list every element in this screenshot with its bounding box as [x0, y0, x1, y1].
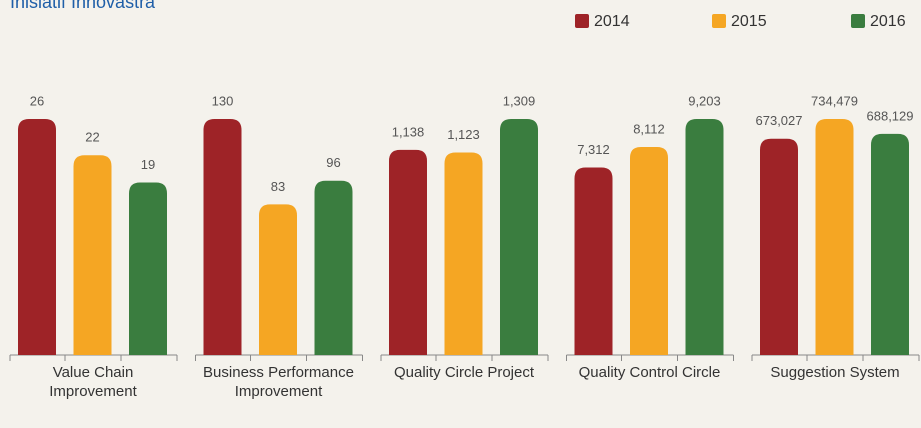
- category-label: Suggestion System: [770, 364, 900, 381]
- bar: [815, 119, 854, 355]
- bar: [500, 119, 538, 355]
- bar: [760, 138, 798, 355]
- bar: [444, 152, 483, 355]
- bar: [18, 119, 56, 355]
- bar: [871, 133, 909, 355]
- bar: [574, 167, 613, 355]
- category-label: Business Performance Improvement: [203, 364, 354, 400]
- bar: [314, 180, 353, 355]
- bar: [389, 149, 427, 355]
- chart-title: Inisiatif Innovastra: [10, 0, 156, 12]
- value-label: 9,203: [688, 93, 721, 108]
- value-label: 19: [141, 157, 155, 172]
- value-label: 130: [212, 93, 234, 108]
- category-label: Quality Control Circle: [578, 364, 721, 381]
- legend-swatch: [575, 14, 589, 28]
- value-label: 688,129: [867, 108, 914, 123]
- value-label: 26: [30, 93, 44, 108]
- category-label: Quality Circle Project: [393, 364, 535, 381]
- legend-swatch: [851, 14, 865, 28]
- value-label: 83: [271, 179, 285, 194]
- bar: [259, 204, 297, 355]
- legend-swatch: [712, 14, 726, 28]
- legend-label: 2015: [731, 13, 767, 30]
- category-label: Value Chain Improvement: [49, 364, 137, 400]
- value-label: 22: [85, 130, 99, 145]
- bar: [685, 119, 724, 355]
- value-label: 1,138: [392, 124, 425, 139]
- legend-label: 2016: [870, 13, 906, 30]
- value-label: 1,309: [503, 93, 536, 108]
- bar: [73, 155, 112, 355]
- value-label: 7,312: [577, 142, 610, 157]
- bar: [630, 146, 668, 355]
- value-label: 96: [326, 155, 340, 170]
- bar: [129, 182, 167, 355]
- value-label: 673,027: [756, 113, 803, 128]
- legend-label: 2014: [594, 13, 630, 30]
- value-label: 1,123: [447, 127, 480, 142]
- bar: [203, 119, 242, 355]
- value-label: 8,112: [633, 121, 665, 136]
- value-label: 734,479: [811, 93, 858, 108]
